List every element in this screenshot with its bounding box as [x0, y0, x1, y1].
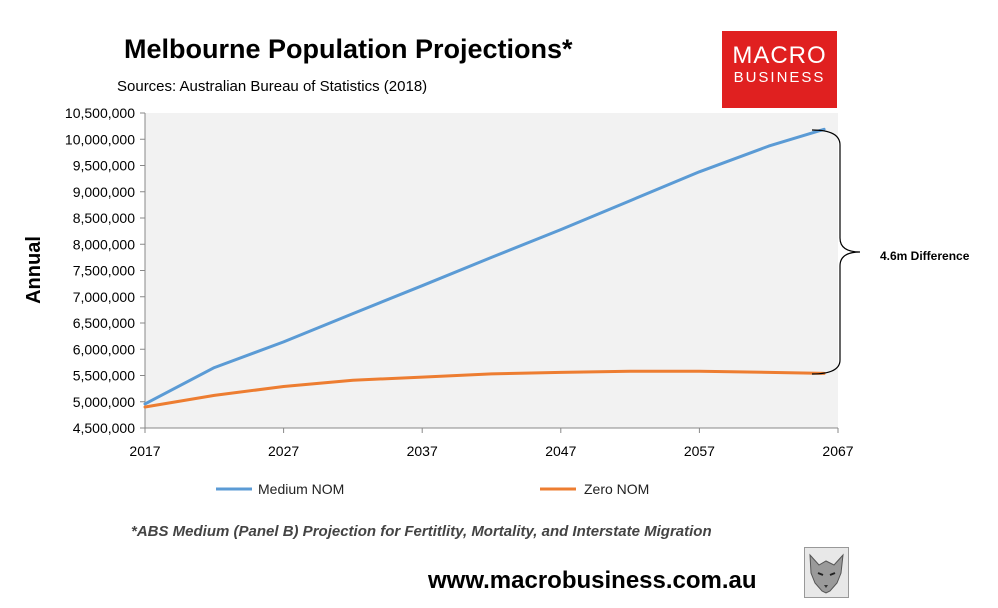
website-url: www.macrobusiness.com.au: [428, 567, 757, 594]
legend-label-medium-nom: Medium NOM: [258, 481, 344, 497]
y-tick-label: 8,000,000: [73, 236, 135, 252]
logo-line-2: BUSINESS: [733, 69, 826, 86]
series-line-zero-nom: [143, 369, 826, 409]
x-tick-label: 2057: [684, 443, 715, 459]
x-tick-label: 2017: [129, 443, 160, 459]
legend-label-zero-nom: Zero NOM: [584, 481, 649, 497]
y-tick-label: 10,000,000: [65, 131, 135, 147]
y-tick-label: 7,500,000: [73, 263, 135, 279]
legend: Medium NOM Zero NOM: [216, 481, 649, 497]
y-tick-label: 10,500,000: [65, 105, 135, 121]
y-tick-label: 6,500,000: [73, 315, 135, 331]
difference-annotation: 4.6m Difference: [880, 249, 970, 263]
y-tick-label: 9,000,000: [73, 184, 135, 200]
y-tick-label: 7,000,000: [73, 289, 135, 305]
x-tick-label: 2067: [822, 443, 853, 459]
x-tick-label: 2027: [268, 443, 299, 459]
series-line-medium-nom: [143, 127, 826, 406]
plot-area: [145, 113, 838, 428]
footnote: *ABS Medium (Panel B) Projection for Fer…: [131, 523, 712, 540]
macro-business-logo: MACRO BUSINESS: [722, 31, 837, 108]
logo-line-1: MACRO: [732, 42, 827, 69]
x-tick-label: 2037: [407, 443, 438, 459]
y-tick-label: 9,500,000: [73, 158, 135, 174]
y-tick-label: 5,000,000: [73, 394, 135, 410]
y-tick-label: 6,000,000: [73, 341, 135, 357]
difference-bracket: [811, 129, 861, 375]
y-tick-label: 4,500,000: [73, 420, 135, 436]
chart-title: Melbourne Population Projections*: [124, 34, 573, 64]
chart-subtitle: Sources: Australian Bureau of Statistics…: [117, 78, 428, 95]
y-tick-label: 8,500,000: [73, 210, 135, 226]
wolf-emblem-icon: [804, 547, 849, 598]
y-tick-label: 5,500,000: [73, 368, 135, 384]
x-tick-label: 2047: [545, 443, 576, 459]
y-axis-label: Annual: [23, 236, 45, 304]
